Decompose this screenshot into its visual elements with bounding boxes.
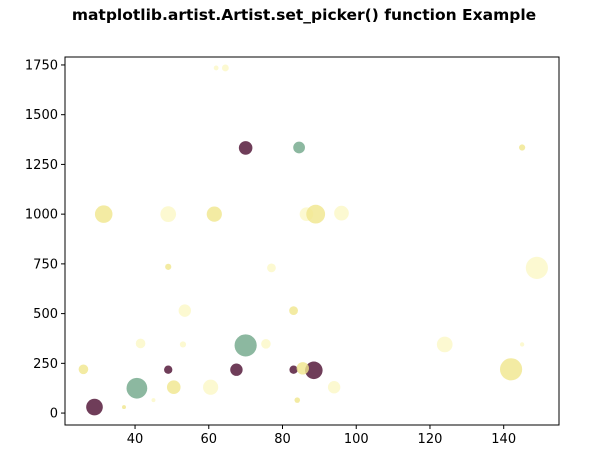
scatter-point-23 bbox=[166, 380, 181, 394]
scatter-point-9 bbox=[78, 364, 89, 375]
scatter-point-12 bbox=[206, 206, 222, 222]
scatter-point-31 bbox=[519, 342, 525, 347]
scatter-point-30 bbox=[519, 144, 526, 151]
scatter-point-15 bbox=[334, 205, 349, 221]
y-tick-label-3: 750 bbox=[33, 257, 58, 272]
scatter-points bbox=[78, 64, 548, 416]
scatter-point-4 bbox=[230, 363, 243, 376]
scatter-point-29 bbox=[261, 339, 271, 349]
scatter-point-18 bbox=[289, 306, 298, 315]
y-axis: 0 250 500 750 1000 1250 1500 1750 bbox=[25, 58, 65, 422]
plot-frame bbox=[64, 56, 560, 426]
scatter-point-34 bbox=[294, 397, 301, 403]
y-tick-label-2: 500 bbox=[33, 307, 58, 322]
scatter-point-32 bbox=[221, 64, 229, 72]
scatter-point-22 bbox=[499, 358, 523, 381]
scatter-point-6 bbox=[164, 365, 173, 374]
scatter-point-26 bbox=[296, 362, 309, 375]
scatter-point-24 bbox=[203, 379, 219, 395]
scatter-point-27 bbox=[135, 338, 146, 349]
scatter-point-10 bbox=[94, 205, 113, 223]
x-tick-label-2: 80 bbox=[274, 432, 291, 447]
x-tick-label-3: 100 bbox=[344, 432, 369, 447]
scatter-point-35 bbox=[122, 405, 126, 410]
scatter-point-1 bbox=[126, 377, 148, 399]
scatter-point-8 bbox=[293, 141, 305, 154]
scatter-point-21 bbox=[436, 336, 453, 353]
scatter-point-25 bbox=[327, 381, 341, 394]
scatter-point-11 bbox=[160, 206, 177, 222]
scatter-point-17 bbox=[178, 304, 192, 317]
y-tick-label-0: 0 bbox=[50, 407, 58, 422]
y-tick-label-7: 1750 bbox=[25, 58, 58, 73]
y-tick-label-1: 250 bbox=[33, 357, 58, 372]
scatter-point-28 bbox=[179, 341, 187, 348]
y-tick-label-6: 1500 bbox=[25, 108, 58, 123]
scatter-point-7 bbox=[289, 365, 298, 374]
scatter-point-36 bbox=[151, 398, 156, 403]
chart-title: matplotlib.artist.Artist.set_picker() fu… bbox=[72, 6, 536, 24]
scatter-point-2 bbox=[234, 334, 257, 357]
y-tick-label-4: 1000 bbox=[25, 208, 58, 223]
x-axis: 40 60 80 100 120 140 bbox=[127, 425, 516, 447]
scatter-point-0 bbox=[86, 398, 103, 416]
scatter-point-14 bbox=[306, 204, 326, 224]
x-tick-label-1: 60 bbox=[201, 432, 218, 447]
x-tick-label-0: 40 bbox=[127, 432, 144, 447]
y-tick-label-5: 1250 bbox=[25, 158, 58, 173]
scatter-point-33 bbox=[213, 65, 219, 71]
x-tick-label-5: 140 bbox=[491, 432, 516, 447]
scatter-point-3 bbox=[305, 361, 323, 380]
x-tick-label-4: 120 bbox=[418, 432, 443, 447]
scatter-point-16 bbox=[525, 256, 548, 279]
scatter-point-19 bbox=[267, 263, 276, 273]
scatter-point-5 bbox=[238, 141, 253, 155]
scatter-point-20 bbox=[165, 263, 172, 270]
